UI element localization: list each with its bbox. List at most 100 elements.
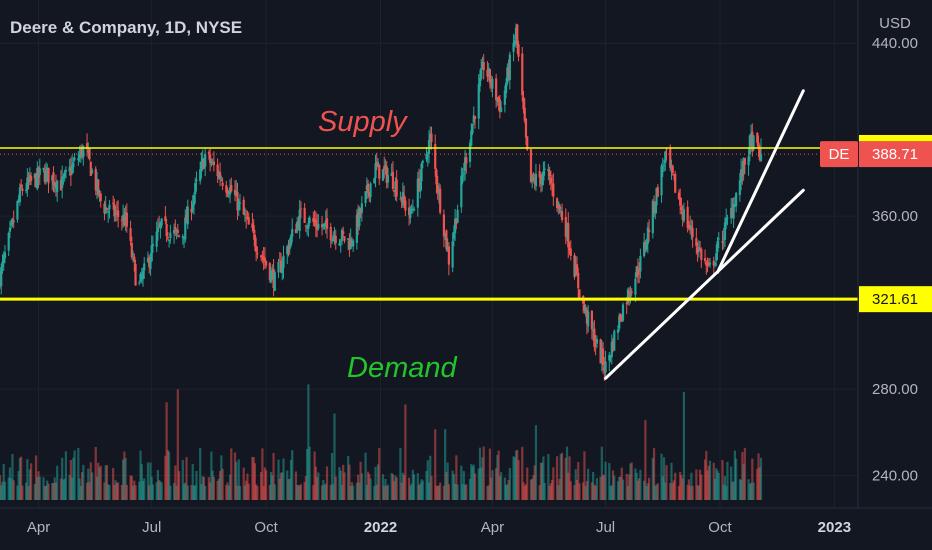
candle-body	[538, 171, 541, 178]
volume-bar	[662, 457, 666, 500]
candle-body	[225, 185, 228, 193]
candle-body	[181, 236, 184, 238]
candle-body	[548, 170, 551, 177]
volume-bar	[582, 482, 585, 500]
candle-body	[610, 342, 613, 357]
candle-body	[245, 217, 248, 219]
candle-body	[647, 229, 651, 233]
candle-body	[411, 208, 414, 210]
candle-body	[2, 255, 5, 264]
horizontal-levels	[0, 147, 858, 301]
candle-body	[646, 227, 649, 244]
candle-body	[1, 261, 4, 267]
candle-body	[421, 160, 424, 163]
volume-bar	[521, 446, 524, 500]
candle-body	[524, 118, 528, 138]
candle-body	[108, 204, 111, 210]
candle-body	[555, 198, 559, 208]
candle-body	[350, 240, 354, 244]
volume-bar	[552, 467, 555, 500]
volume-bar	[294, 471, 298, 500]
volume-bar	[517, 460, 520, 500]
candle-body	[752, 135, 755, 150]
trendlines	[604, 89, 805, 380]
candle-body	[717, 238, 720, 240]
trendline	[604, 188, 805, 380]
volume-bar	[323, 484, 326, 500]
volume-bar	[385, 485, 388, 500]
y-tick-label: 280.00	[872, 381, 918, 398]
volume-bar	[251, 456, 254, 500]
volume-bar	[315, 476, 319, 500]
candle-body	[738, 180, 741, 195]
candle-body	[191, 203, 194, 210]
candle-body	[569, 248, 572, 256]
candle-body	[381, 169, 385, 181]
volume-bar	[38, 476, 41, 500]
candle-body	[652, 202, 656, 212]
volume-bar	[533, 465, 536, 500]
volume-bar	[689, 485, 692, 500]
volume-bar	[120, 484, 123, 500]
volume-bar	[114, 480, 117, 500]
volume-bar	[217, 478, 220, 500]
volume-bar	[522, 482, 525, 500]
volume-bar	[236, 485, 239, 500]
volume-bar	[630, 462, 633, 500]
volume-bar	[454, 483, 457, 500]
volume-bar	[320, 485, 324, 500]
candle-body	[95, 179, 99, 191]
candle-body	[228, 187, 232, 195]
volume-bar	[25, 482, 28, 500]
candle-body	[139, 273, 142, 282]
candle-body	[17, 199, 20, 201]
volume-bar	[123, 451, 126, 500]
volume-bar	[446, 462, 449, 500]
volume-bar	[204, 485, 207, 500]
volume-bar	[210, 451, 213, 500]
volume-bar	[140, 464, 143, 500]
volume-bar	[131, 485, 135, 500]
candle-body	[25, 189, 28, 191]
volume-bar	[71, 477, 74, 500]
volume-bar	[191, 463, 194, 500]
price-axis: USD 440.00 360.00 280.00 240.00	[872, 15, 918, 485]
candle-body	[645, 241, 648, 250]
volume-bar	[190, 485, 193, 500]
candle-body	[156, 227, 160, 232]
volume-bar	[317, 472, 320, 500]
volume-bar	[463, 484, 467, 500]
volume-bar	[600, 446, 603, 500]
volume-bar	[172, 482, 176, 500]
candle-body	[593, 328, 596, 347]
candle-body	[281, 265, 284, 273]
volume-bar	[717, 472, 720, 500]
candle-body	[146, 257, 150, 262]
candle-body	[211, 161, 214, 163]
candle-body	[480, 68, 483, 80]
candle-body	[98, 191, 101, 193]
candle-body	[0, 267, 3, 287]
volume-bar	[29, 463, 33, 500]
volume-bar	[90, 472, 94, 500]
volume-bar	[486, 485, 489, 500]
volume-bar	[124, 457, 127, 500]
volume-bar	[439, 482, 442, 500]
volume-bar	[176, 389, 179, 500]
candle-body	[681, 211, 684, 220]
candle-body	[655, 187, 658, 206]
candle-body	[430, 133, 433, 143]
x-tick-label: 2022	[364, 519, 397, 536]
volume-bar	[557, 485, 560, 500]
x-tick-label: Jul	[142, 519, 161, 536]
volume-bar	[350, 482, 354, 500]
volume-bar	[757, 453, 760, 500]
volume-bar	[412, 474, 416, 500]
volume-bar	[194, 485, 197, 500]
volume-bar	[108, 485, 111, 500]
candle-body	[10, 222, 13, 226]
candle-body	[340, 230, 344, 241]
candle-body	[478, 77, 482, 87]
candle-body	[462, 173, 465, 175]
